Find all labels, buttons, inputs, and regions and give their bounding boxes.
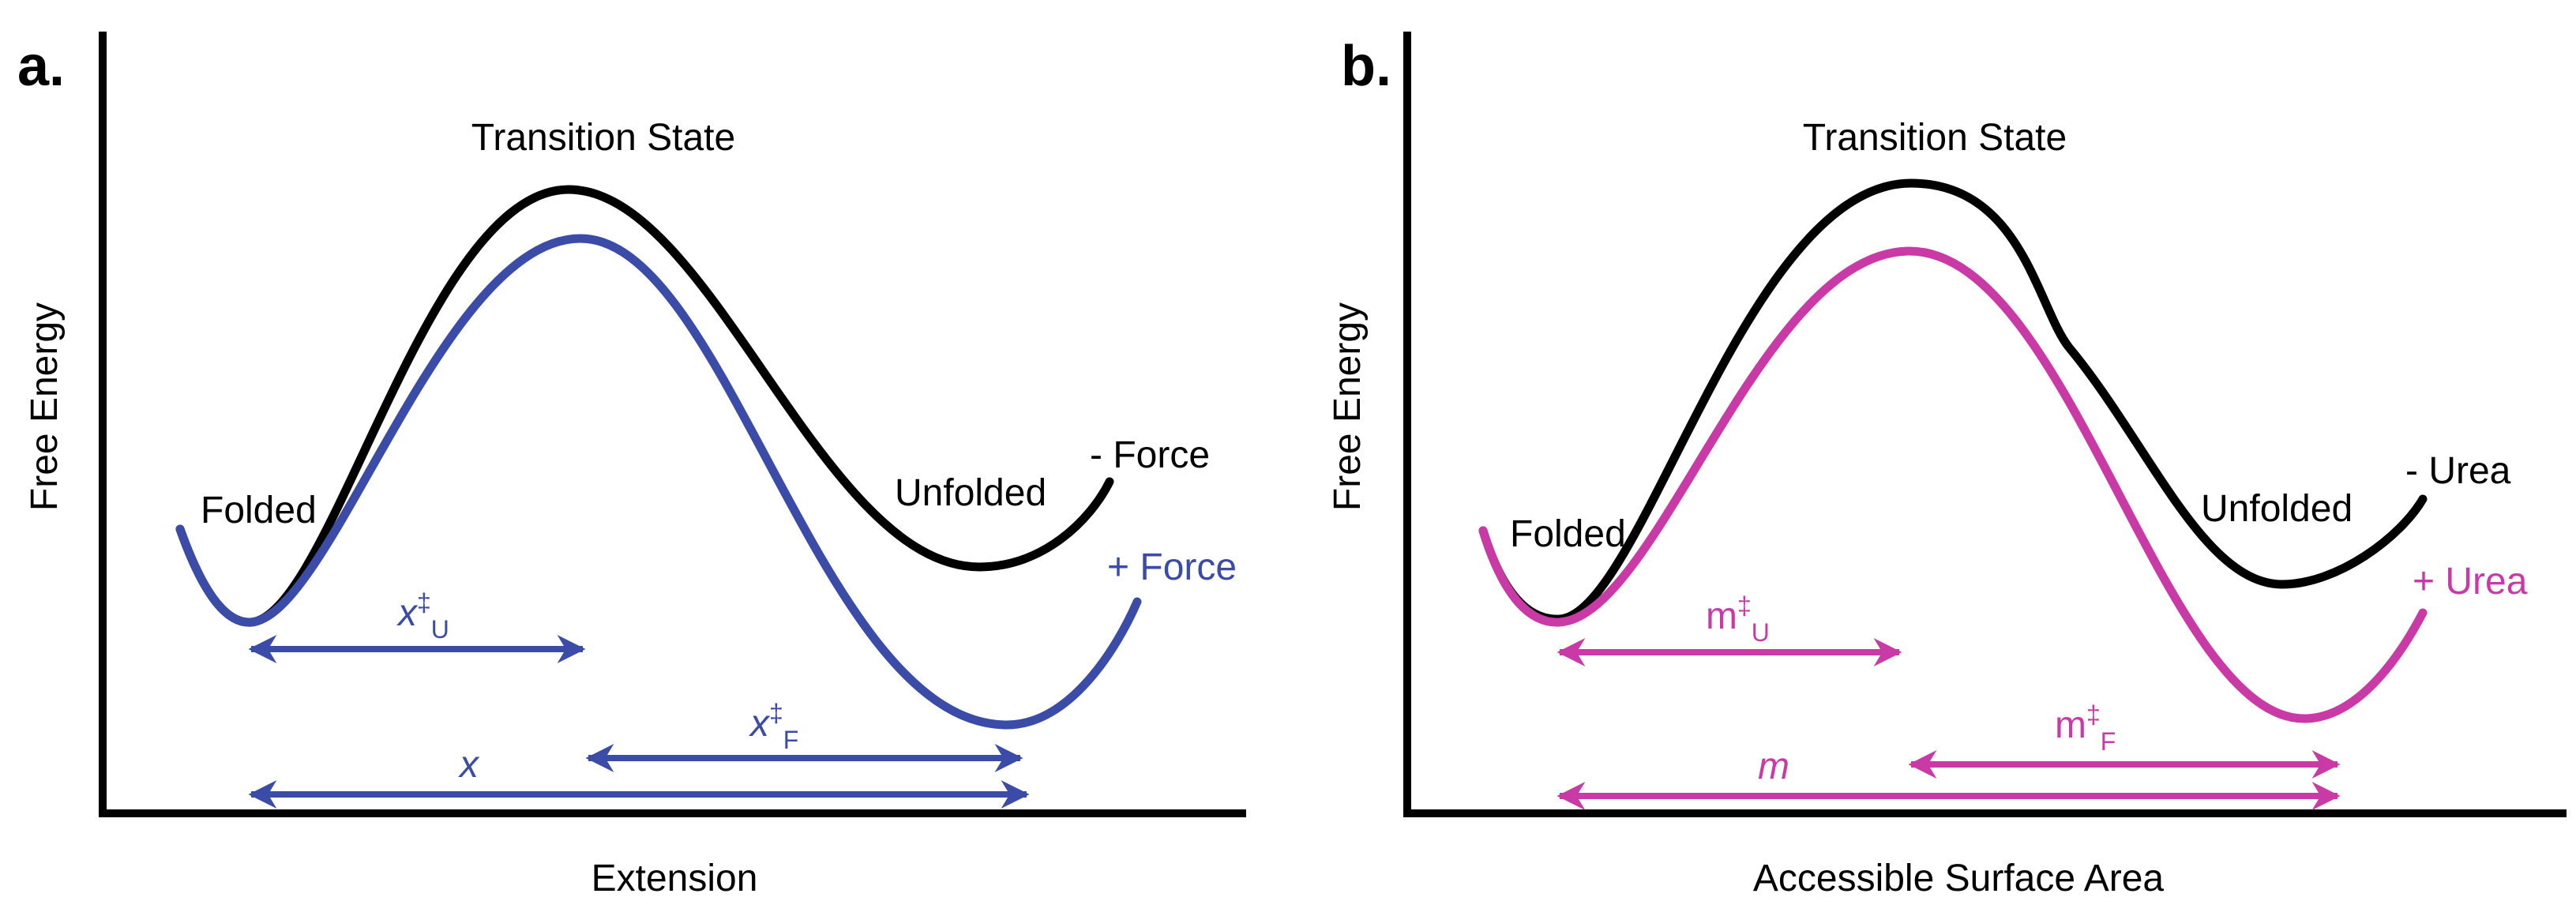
panel-a-x-axis-label: Extension [591, 858, 758, 899]
panel-b-minus-urea-label: - Urea [2405, 450, 2511, 492]
panel-a-x-unfold-label: x‡U [396, 588, 449, 644]
panel-b-folded-label: Folded [1510, 513, 1626, 555]
panel-b-transition-state-label: Transition State [1803, 117, 2067, 159]
panel-a-letter: a. [17, 35, 65, 98]
panel-a-x-unfold-sub: U [431, 615, 449, 644]
panel-b-x-axis-label: Accessible Surface Area [1753, 858, 2165, 899]
panel-a-plus-force-curve [175, 234, 1142, 730]
panel-a-transition-state-label: Transition State [471, 117, 735, 159]
panel-b-m-unfold-label: m‡U [1706, 591, 1770, 647]
panel-a-x-fold-sub: F [783, 726, 799, 754]
panel-b-m-unfold-sup: ‡ [1737, 591, 1752, 620]
panel-b-y-axis-label: Free Energy [1327, 302, 1369, 511]
panel-b-m-fold-base: m [2055, 704, 2086, 746]
panel-a-axes [99, 32, 1246, 817]
panel-b-unfolded-label: Unfolded [2201, 488, 2353, 530]
panel-a-x-fold-sup: ‡ [769, 699, 783, 727]
panel-b: b. Free Energy Accessible Surface Area T… [1327, 32, 2567, 899]
panel-a-folded-label: Folded [201, 490, 317, 531]
panel-b-no-urea-curve [1478, 178, 2428, 624]
panel-b-axes [1403, 32, 2567, 817]
panel-b-m-fold-label: m‡F [2055, 700, 2116, 756]
panel-b-plus-urea-label: + Urea [2413, 561, 2528, 603]
panel-a-x-fold-label: x‡F [749, 699, 798, 754]
panel-a-x-total-label: x [458, 744, 480, 786]
panel-a-x-fold-base: x [749, 703, 771, 745]
panel-a-unfolded-label: Unfolded [895, 472, 1046, 514]
panel-b-m-fold-sup: ‡ [2086, 700, 2101, 729]
panel-b-m-fold-sub: F [2101, 727, 2116, 756]
panel-a-y-axis-label: Free Energy [24, 302, 66, 511]
panel-b-m-unfold-sub: U [1752, 618, 1770, 647]
panel-b-m-total-label: m [1758, 745, 1789, 787]
panel-a-x-unfold-base: x [396, 592, 419, 634]
panel-a-minus-force-label: - Force [1090, 434, 1210, 476]
panel-a-plus-force-label: + Force [1107, 546, 1237, 588]
panel-a-x-unfold-sup: ‡ [417, 588, 431, 617]
panel-a: a. Free Energy Extension Transition Stat… [17, 32, 1246, 899]
panel-b-plus-urea-curve [1478, 246, 2428, 723]
panel-b-m-unfold-base: m [1706, 595, 1737, 637]
panel-b-letter: b. [1341, 35, 1391, 98]
